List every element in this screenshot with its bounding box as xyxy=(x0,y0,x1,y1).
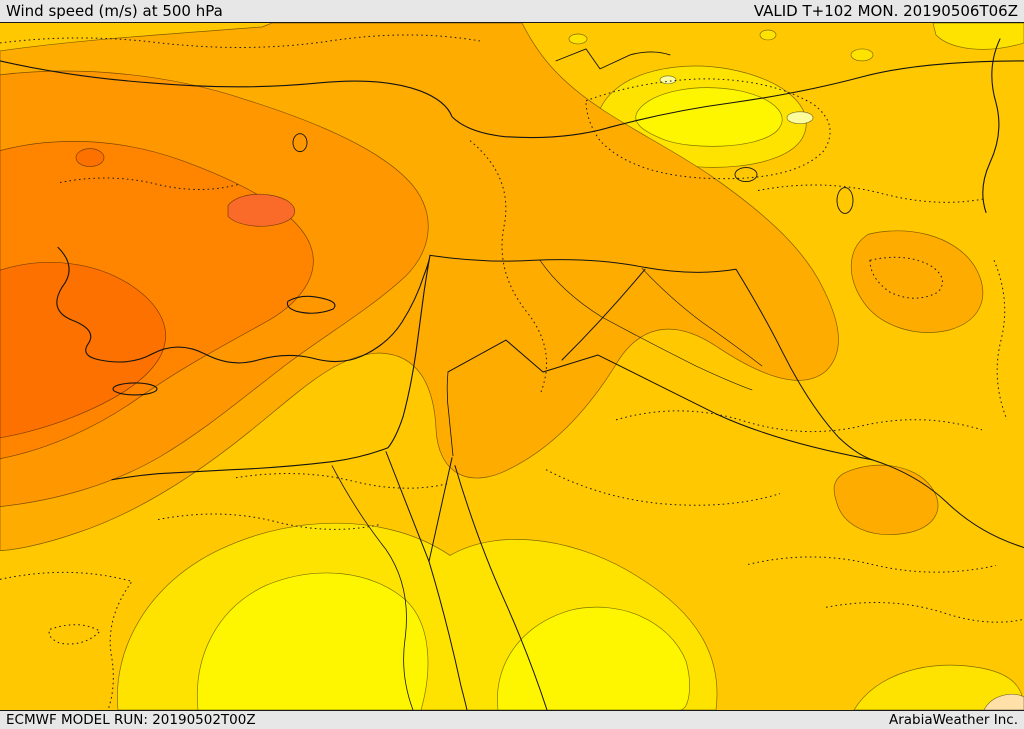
caspian-coast xyxy=(982,38,1001,213)
bright-yellow-lobe-west xyxy=(196,572,429,710)
weather-map xyxy=(0,22,1024,711)
lake-tuz xyxy=(292,133,308,153)
red-sea-west-coast xyxy=(428,560,468,710)
yellow-spot xyxy=(759,29,777,41)
dotted-contour xyxy=(615,410,983,433)
dotted-contour xyxy=(747,556,997,573)
dotted-contours xyxy=(0,34,1024,710)
dotted-contour xyxy=(157,513,381,530)
cyprus-island xyxy=(286,295,336,314)
yellow-bottom-right xyxy=(853,664,1024,710)
header-bar: Wind speed (m/s) at 500 hPa VALID T+102 … xyxy=(0,0,1024,22)
nile-river xyxy=(331,465,414,710)
dotted-contour xyxy=(0,34,481,48)
euphrates-river xyxy=(539,260,753,391)
black-sea-coast xyxy=(0,60,1024,139)
syria-iraq-border xyxy=(561,268,646,361)
bright-yellow-lobe-east xyxy=(497,606,690,710)
dotted-contour xyxy=(59,177,239,191)
cream-corner-patch xyxy=(983,693,1024,710)
dotted-contour xyxy=(48,624,101,645)
mediterranean-levant-coast xyxy=(56,246,431,481)
red-sea-east-coast xyxy=(454,465,548,710)
model-run-label: ECMWF MODEL RUN: 20190502T00Z xyxy=(6,712,256,728)
gulf-coast xyxy=(871,459,1024,548)
orange-contours xyxy=(0,23,1024,710)
valid-time-label: VALID T+102 MON. 20190506T06Z xyxy=(753,2,1018,20)
turkey-syria-border xyxy=(429,254,737,273)
crete-island xyxy=(112,382,158,396)
light-orange-southeast-patch xyxy=(833,464,939,535)
footer-bar: ECMWF MODEL RUN: 20190502T00Z ArabiaWeat… xyxy=(0,711,1024,729)
dotted-contour xyxy=(993,260,1008,421)
page-title: Wind speed (m/s) at 500 hPa xyxy=(6,2,223,20)
lake-van xyxy=(734,167,758,182)
light-orange-east-patch xyxy=(850,230,984,333)
yellow-contours xyxy=(117,23,1024,710)
deepest-orange-core xyxy=(0,262,166,439)
tigris-river xyxy=(641,267,763,367)
caucasus-border xyxy=(555,48,671,70)
deepest-orange-spot xyxy=(75,148,105,167)
yellow-spot xyxy=(850,48,874,62)
pale-yellow-spot xyxy=(659,75,677,85)
brand-label: ArabiaWeather Inc. xyxy=(888,712,1018,728)
lake-urmia xyxy=(836,187,854,214)
jordan-valley-line xyxy=(446,371,454,457)
dotted-contour xyxy=(757,184,987,203)
yellow-spot xyxy=(568,33,588,45)
bright-yellow-top-inner xyxy=(635,87,783,147)
pale-yellow-spot xyxy=(786,111,814,125)
dotted-contour xyxy=(469,140,547,393)
coastlines-borders xyxy=(0,38,1024,710)
iraq-iran-border xyxy=(735,268,873,461)
dotted-contour xyxy=(0,571,133,710)
dotted-contour xyxy=(825,602,1024,623)
red-orange-blob xyxy=(227,193,295,227)
